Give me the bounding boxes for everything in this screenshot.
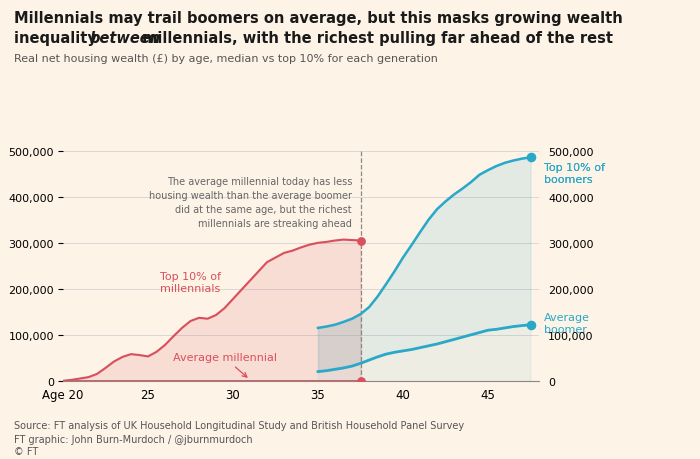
Text: © FT: © FT [14,446,38,456]
Text: Top 10% of
millennials: Top 10% of millennials [160,272,221,293]
Text: Top 10% of
boomers: Top 10% of boomers [544,163,605,185]
Text: Real net housing wealth (£) by age, median vs top 10% for each generation: Real net housing wealth (£) by age, medi… [14,54,438,64]
Text: millennials, with the richest pulling far ahead of the rest: millennials, with the richest pulling fa… [137,31,613,46]
Text: Top 10% of
boomers: Top 10% of boomers [544,163,605,185]
Text: The average millennial today has less
housing wealth than the average boomer
did: The average millennial today has less ho… [149,177,352,229]
Text: FT graphic: John Burn-Murdoch / @jburnmurdoch: FT graphic: John Burn-Murdoch / @jburnmu… [14,434,253,444]
Text: between: between [90,31,160,46]
Text: Source: FT analysis of UK Household Longitudinal Study and British Household Pan: Source: FT analysis of UK Household Long… [14,420,464,430]
Text: inequality: inequality [14,31,102,46]
Point [525,321,536,329]
Text: Millennials may trail boomers on average, but this masks growing wealth: Millennials may trail boomers on average… [14,11,623,27]
Point [525,154,536,162]
Text: Average millennial: Average millennial [172,353,276,377]
Point [355,377,366,385]
Text: Average
boomer: Average boomer [544,313,590,334]
Point [355,237,366,245]
